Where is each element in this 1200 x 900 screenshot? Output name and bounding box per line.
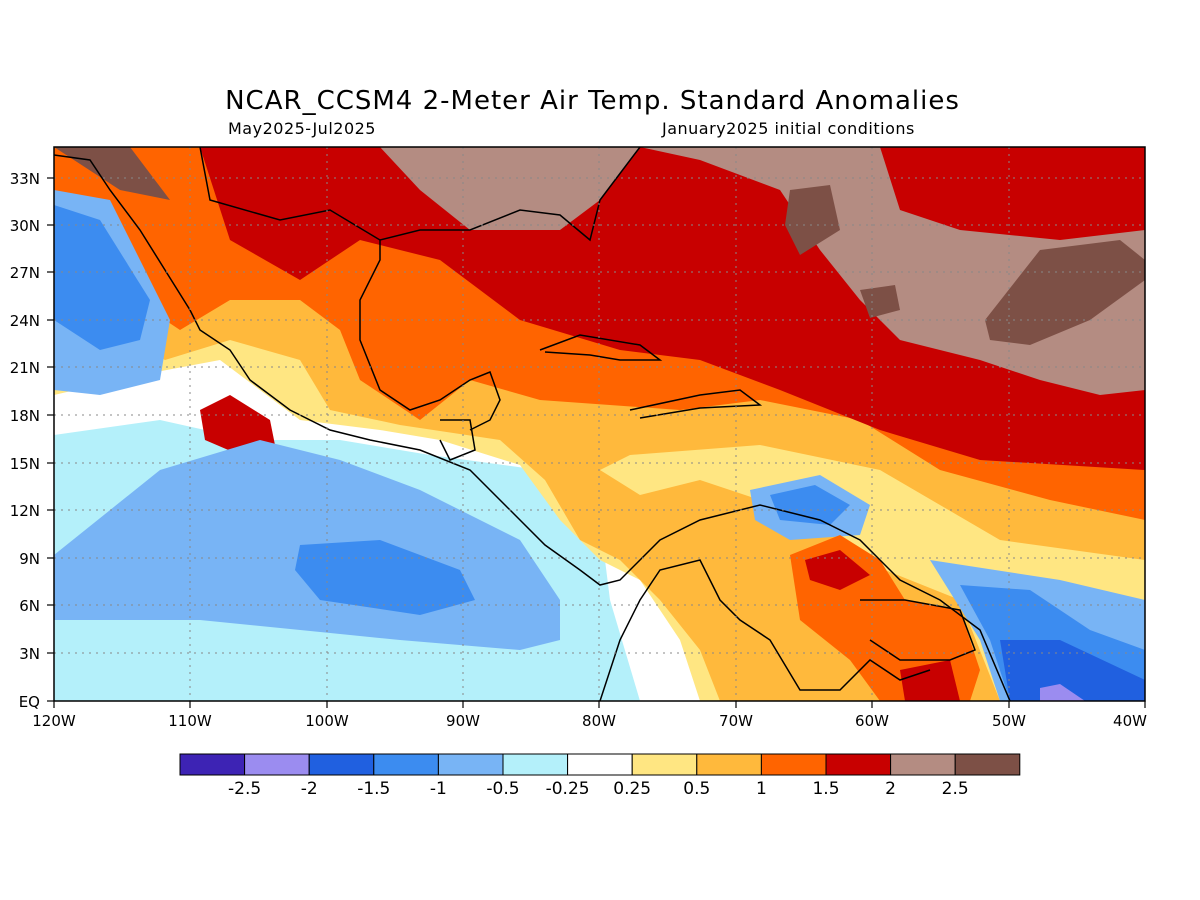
colorbar-swatch [502,753,569,776]
lon-label: 40W [1113,712,1147,730]
colorbar-swatch [825,753,892,776]
colorbar-label: -2.5 [228,779,261,799]
lat-label: 15N [10,455,40,473]
lat-label: 21N [10,359,40,377]
lat-label: 24N [10,312,40,330]
colorbar-label: -1 [430,779,447,799]
colorbar: -2.5 -2 -1.5 -1 -0.5 -0.25 0.25 0.5 1 1.… [179,753,1021,799]
colorbar-swatch [179,753,246,776]
colorbar-label: 0.5 [683,779,710,799]
lon-label: 80W [582,712,616,730]
colorbar-swatch [954,753,1021,776]
lon-label: 60W [855,712,889,730]
lon-label: 50W [992,712,1026,730]
colorbar-swatch [631,753,698,776]
lon-label: 90W [446,712,480,730]
axis-ticks [47,177,1146,708]
colorbar-swatch [437,753,504,776]
colorbar-swatch [696,753,762,776]
lat-label: 30N [10,217,40,235]
lon-label: 120W [32,712,76,730]
colorbar-label: -0.25 [546,779,590,799]
colorbar-label: -2 [301,779,318,799]
lat-label: EQ [19,693,40,711]
colorbar-label: 2 [885,779,896,799]
colorbar-swatch [244,753,310,776]
lon-label: 110W [168,712,212,730]
lat-label: 12N [10,502,40,520]
colorbar-swatch [308,753,375,776]
lat-label: 9N [19,550,40,568]
lat-label: 6N [19,597,40,615]
latitude-labels: 33N 30N 27N 24N 21N 18N 15N 12N 9N 6N 3N… [10,170,40,711]
colorbar-label: 0.25 [613,779,651,799]
lat-label: 18N [10,407,40,425]
graticule [54,147,1145,701]
lon-label: 100W [305,712,349,730]
colorbar-swatch [373,753,439,776]
map-title: NCAR_CCSM4 2-Meter Air Temp. Standard An… [225,86,960,116]
colorbar-label: 1.5 [812,779,839,799]
colorbar-label: 1 [756,779,767,799]
lat-label: 27N [10,264,40,282]
coastlines [54,147,1011,701]
colorbar-swatches [179,753,1021,776]
lat-label: 3N [19,645,40,663]
colorbar-swatch [890,753,956,776]
colorbar-label: -1.5 [357,779,390,799]
longitude-labels: 120W 110W 100W 90W 80W 70W 60W 50W 40W [32,712,1147,730]
initial-conditions: January2025 initial conditions [662,119,915,138]
forecast-period: May2025-Jul2025 [228,119,376,138]
colorbar-label: -0.5 [486,779,519,799]
anomaly-field [54,147,1145,701]
colorbar-label: 2.5 [942,779,969,799]
colorbar-swatch [760,753,827,776]
colorbar-swatch [567,753,633,776]
lon-label: 70W [719,712,753,730]
colorbar-labels: -2.5 -2 -1.5 -1 -0.5 -0.25 0.25 0.5 1 1.… [228,779,969,799]
lat-label: 33N [10,170,40,188]
